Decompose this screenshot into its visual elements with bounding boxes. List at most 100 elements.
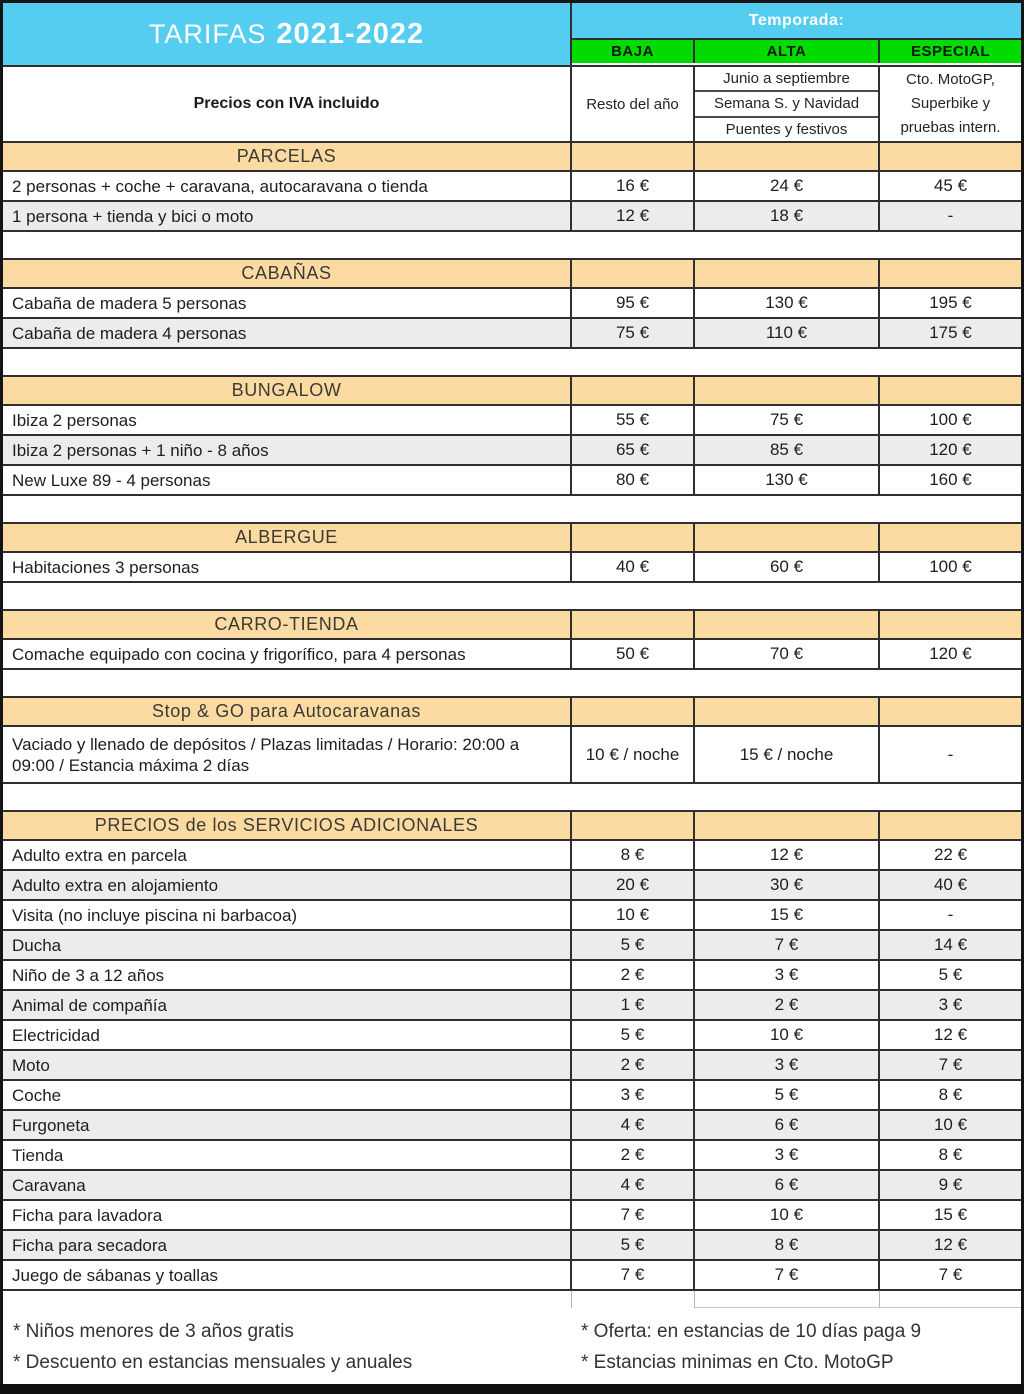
section-header-row: CABAÑAS — [3, 258, 1021, 287]
alta-sublabels: Junio a septiembre Semana S. y Navidad P… — [695, 67, 880, 141]
price-cell-baja: 5 € — [572, 1021, 695, 1049]
season-col-alta: ALTA — [695, 40, 880, 63]
alta-sub-1: Junio a septiembre — [695, 67, 878, 93]
table-row: 2 personas + coche + caravana, autocarav… — [3, 170, 1021, 200]
price-cell-especial: - — [947, 206, 954, 225]
tail-cell-label — [3, 1291, 572, 1308]
row-label: Juego de sábanas y toallas — [3, 1261, 572, 1289]
section-header-cell-baja — [572, 143, 695, 170]
price-cell-especial: 7 € — [938, 1265, 963, 1284]
subheader-row: Precios con IVA incluido Resto del año J… — [3, 65, 1021, 141]
especial-sub-line-1: Cto. MotoGP, — [906, 71, 995, 88]
price-cell-alta: 75 € — [695, 406, 880, 434]
price-cell-alta: 3 € — [695, 1141, 880, 1169]
price-cell-baja: 40 € — [572, 553, 695, 581]
table-row: Cabaña de madera 4 personas 75 €110 € 175 … — [3, 317, 1021, 347]
baja-sublabel: Resto del año — [572, 67, 695, 141]
section-header-row: PARCELAS — [3, 141, 1021, 170]
price-cell-especial: 100 € — [929, 410, 972, 429]
table-row: Ibiza 2 personas + 1 niño - 8 años 65 €85… — [3, 434, 1021, 464]
section-title: BUNGALOW — [3, 377, 572, 404]
sections-container: PARCELAS 2 personas + coche + caravana, a… — [3, 141, 1021, 1289]
table-row: Moto 2 €3 € 7 € — [3, 1049, 1021, 1079]
price-cell-alta: 3 € — [695, 1051, 880, 1079]
price-cell-baja: 12 € — [572, 202, 695, 230]
row-label: Vaciado y llenado de depósitos / Plazas … — [3, 727, 572, 782]
price-cell-alta: 2 € — [695, 991, 880, 1019]
price-cell-alta: 110 € — [695, 319, 880, 347]
price-cell-especial: - — [947, 744, 954, 764]
price-cell-alta: 70 € — [695, 640, 880, 668]
row-label: Electricidad — [3, 1021, 572, 1049]
row-label: Coche — [3, 1081, 572, 1109]
price-cell-especial: 195 € — [929, 293, 972, 312]
iva-label: Precios con IVA incluido — [3, 67, 572, 141]
tail-cell-alta — [695, 1291, 880, 1308]
section-header-cell-alta — [695, 377, 880, 404]
price-cell-alta: 10 € — [695, 1201, 880, 1229]
price-cell-baja: 20 € — [572, 871, 695, 899]
section-title: Stop & GO para Autocaravanas — [3, 698, 572, 725]
table-row: Niño de 3 a 12 años 2 €3 € 5 € — [3, 959, 1021, 989]
season-header-block: Temporada: BAJA ALTA ESPECIAL — [572, 3, 1021, 65]
alta-sub-3: Puentes y festivos — [725, 120, 848, 138]
tail-cell-baja — [572, 1291, 695, 1308]
title-years: 2021-2022 — [276, 17, 425, 50]
price-cell-especial: 8 € — [938, 1145, 963, 1164]
spacer-cell — [3, 232, 1021, 258]
section-header-cell-baja — [572, 377, 695, 404]
table-row: Comache equipado con cocina y frigorífic… — [3, 638, 1021, 668]
alta-sub-2: Semana S. y Navidad — [695, 92, 878, 118]
spacer-cell — [3, 349, 1021, 375]
section-header-cell-alta — [695, 611, 880, 638]
row-label: 2 personas + coche + caravana, autocarav… — [3, 172, 572, 200]
price-cell-baja: 3 € — [572, 1081, 695, 1109]
row-label: Comache equipado con cocina y frigorífic… — [3, 640, 572, 668]
price-cell-especial: 3 € — [938, 995, 963, 1014]
table-row: Ducha 5 €7 € 14 € — [3, 929, 1021, 959]
price-cell-especial: 175 € — [929, 323, 972, 342]
row-label: Adulto extra en parcela — [3, 841, 572, 869]
price-cell-especial: 120 € — [929, 440, 972, 459]
price-cell-alta: 7 € — [695, 1261, 880, 1289]
price-cell-especial: 14 € — [933, 935, 968, 954]
price-cell-baja: 8 € — [572, 841, 695, 869]
price-cell-especial: 9 € — [938, 1175, 963, 1194]
price-cell-baja: 2 € — [572, 1141, 695, 1169]
price-cell-alta: 7 € — [695, 931, 880, 959]
price-cell-alta: 85 € — [695, 436, 880, 464]
header-row: TARIFAS 2021-2022 Temporada: BAJA ALTA E… — [3, 3, 1021, 65]
row-label: Tienda — [3, 1141, 572, 1169]
table-row: Animal de compañía 1 €2 € 3 € — [3, 989, 1021, 1019]
price-cell-especial: 160 € — [929, 470, 972, 489]
bottom-border-bar — [0, 1384, 1024, 1394]
footnote-min-stay: * Estancias minimas en Cto. MotoGP — [581, 1352, 894, 1373]
footnotes-left: * Niños menores de 3 años gratis * Descu… — [3, 1316, 572, 1378]
price-cell-baja: 2 € — [572, 961, 695, 989]
price-cell-especial: 40 € — [933, 875, 968, 894]
price-cell-baja: 55 € — [572, 406, 695, 434]
section-header-cell-alta — [695, 260, 880, 287]
price-cell-baja: 4 € — [572, 1111, 695, 1139]
price-cell-especial: 12 € — [933, 1235, 968, 1254]
table-row: Cabaña de madera 5 personas 95 €130 € 195 … — [3, 287, 1021, 317]
row-label: Adulto extra en alojamiento — [3, 871, 572, 899]
especial-sublabel: Cto. MotoGP, Superbike y pruebas intern. — [880, 67, 1021, 141]
price-cell-baja: 1 € — [572, 991, 695, 1019]
price-cell-especial: 45 € — [933, 176, 968, 195]
season-col-baja: BAJA — [572, 40, 695, 63]
table-row: Tienda 2 €3 € 8 € — [3, 1139, 1021, 1169]
price-cell-baja: 75 € — [572, 319, 695, 347]
row-label: Moto — [3, 1051, 572, 1079]
section-spacer-row — [3, 668, 1021, 696]
section-header-row: CARRO-TIENDA — [3, 609, 1021, 638]
section-header-row: Stop & GO para Autocaravanas — [3, 696, 1021, 725]
row-label: Ibiza 2 personas + 1 niño - 8 años — [3, 436, 572, 464]
price-cell-baja: 50 € — [572, 640, 695, 668]
price-cell-alta: 3 € — [695, 961, 880, 989]
table-row: Ficha para lavadora 7 €10 € 15 € — [3, 1199, 1021, 1229]
section-header-cell-especial — [880, 698, 1021, 725]
season-col-especial: ESPECIAL — [880, 40, 1021, 63]
spacer-cell — [3, 670, 1021, 696]
row-label: Caravana — [3, 1171, 572, 1199]
